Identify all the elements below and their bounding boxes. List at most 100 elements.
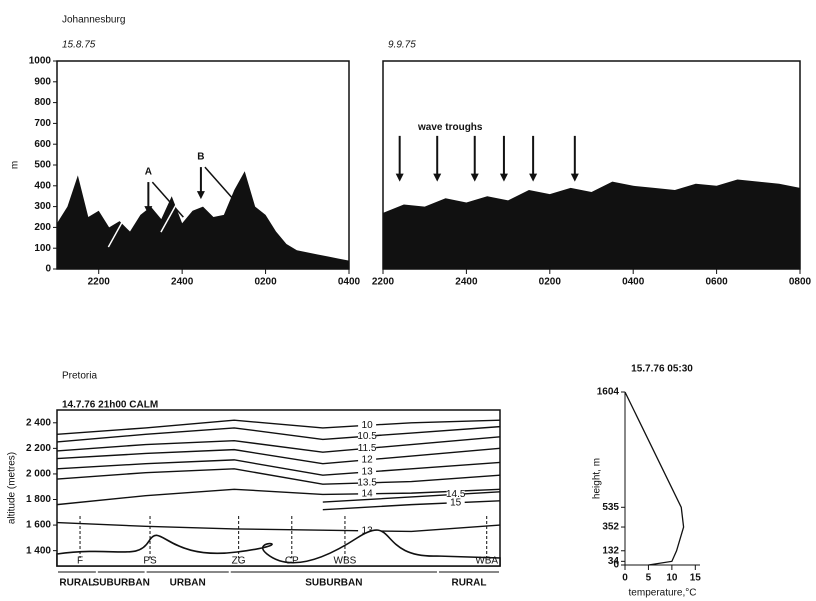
label-bg bbox=[358, 477, 377, 488]
isotherm bbox=[322, 491, 501, 503]
label-bg bbox=[358, 467, 377, 478]
x-tick-label: 2200 bbox=[372, 277, 395, 288]
temperature-profile bbox=[624, 391, 685, 566]
isotherm bbox=[56, 468, 501, 485]
zone-label: RURAL bbox=[59, 578, 94, 589]
x-tick-label: 2400 bbox=[455, 277, 478, 288]
site-label: PS bbox=[143, 556, 157, 567]
y-tick-label: 0 bbox=[45, 264, 51, 275]
site-label: WBS bbox=[334, 556, 357, 567]
isotherm bbox=[56, 521, 501, 533]
isotherm bbox=[322, 500, 501, 511]
isotherm-label: 13.5 bbox=[357, 478, 377, 489]
y-tick-label: 300 bbox=[34, 201, 51, 212]
panel-subtitle: 15.8.75 bbox=[62, 40, 96, 51]
arrow-head bbox=[499, 173, 508, 182]
isotherm-label: 10 bbox=[362, 420, 374, 431]
x-tick-label: 0 bbox=[622, 573, 628, 584]
x-tick-label: 0600 bbox=[705, 277, 728, 288]
y-tick-label: 400 bbox=[34, 180, 51, 191]
panel-title: Johannesburg bbox=[62, 15, 125, 26]
isotherm bbox=[56, 419, 501, 435]
label-bg bbox=[358, 488, 377, 499]
y-tick-label: 132 bbox=[602, 545, 619, 556]
zone-label: SUBURBAN bbox=[305, 578, 362, 589]
y-tick-label: 1 400 bbox=[26, 545, 51, 556]
echo-area bbox=[57, 171, 349, 269]
y-tick-label: 100 bbox=[34, 243, 51, 254]
y-tick-label: 500 bbox=[34, 160, 51, 171]
annotation: A bbox=[145, 167, 152, 178]
y-tick-label: 34 bbox=[608, 556, 620, 567]
isotherm-label: 14.5 bbox=[446, 489, 466, 500]
y-tick-label: 700 bbox=[34, 118, 51, 129]
x-tick-label: 0400 bbox=[338, 277, 361, 288]
site-label: CP bbox=[285, 556, 299, 567]
isotherm-label: 10.5 bbox=[357, 431, 377, 442]
label-bg bbox=[446, 489, 465, 500]
arrow-head bbox=[470, 173, 479, 182]
label-bg bbox=[358, 431, 377, 442]
panel-subtitle: 14.7.76 21h00 CALM bbox=[62, 400, 158, 411]
panel-title: Pretoria bbox=[62, 371, 97, 382]
isotherm bbox=[56, 488, 501, 506]
site-label: ZG bbox=[232, 556, 246, 567]
isotherm-label: 13 bbox=[362, 467, 374, 478]
label-bg bbox=[358, 443, 377, 454]
label-bg bbox=[358, 525, 377, 536]
y-tick-label: 1604 bbox=[597, 387, 620, 398]
isotherm-label: 11.5 bbox=[358, 443, 377, 454]
annotation-arrow bbox=[160, 166, 198, 233]
x-tick-label: 10 bbox=[666, 573, 678, 584]
label-bg bbox=[358, 420, 377, 431]
panel-subtitle: 9.9.75 bbox=[388, 40, 416, 51]
label-bg bbox=[446, 497, 465, 508]
zone-label: URBAN bbox=[170, 578, 206, 589]
y-axis-label: altitude (metres) bbox=[7, 452, 18, 524]
x-tick-label: 5 bbox=[646, 573, 652, 584]
arrow-head bbox=[196, 191, 205, 200]
x-axis-label: temperature,°C bbox=[629, 588, 697, 599]
x-tick-label: 2200 bbox=[88, 277, 111, 288]
isotherm-label: 14 bbox=[362, 488, 374, 499]
isotherm-label: 12 bbox=[362, 455, 374, 466]
annotation-arrow bbox=[151, 181, 184, 218]
zone-label: RURAL bbox=[451, 578, 486, 589]
annotation-arrow bbox=[107, 181, 146, 248]
y-tick-label: 800 bbox=[34, 97, 51, 108]
x-tick-label: 0200 bbox=[254, 277, 277, 288]
plot-frame bbox=[625, 392, 700, 565]
annotation: B bbox=[197, 152, 204, 163]
y-tick-label: 900 bbox=[34, 76, 51, 87]
label-bg bbox=[358, 454, 377, 465]
terrain bbox=[56, 529, 501, 567]
y-tick-label: 1 800 bbox=[26, 494, 51, 505]
isotherm bbox=[56, 447, 501, 465]
arrow-head bbox=[529, 173, 538, 182]
y-tick-label: 2 200 bbox=[26, 443, 51, 454]
x-tick-label: 0200 bbox=[539, 277, 562, 288]
y-tick-label: 200 bbox=[34, 222, 51, 233]
arrow-head bbox=[570, 173, 579, 182]
x-tick-label: 0800 bbox=[789, 277, 812, 288]
isotherm bbox=[56, 436, 501, 453]
panel-title: 15.7.76 05:30 bbox=[631, 364, 693, 375]
isotherm-label: 15 bbox=[450, 497, 462, 508]
annotation: wave troughs bbox=[417, 122, 483, 133]
x-tick-label: 15 bbox=[690, 573, 702, 584]
y-tick-label: 2 000 bbox=[26, 469, 51, 480]
isotherm bbox=[56, 425, 501, 443]
zone-label: SUBURBAN bbox=[93, 578, 150, 589]
echo-area bbox=[383, 179, 800, 269]
y-tick-label: 1 600 bbox=[26, 520, 51, 531]
site-label: WBA bbox=[475, 556, 498, 567]
y-tick-label: 1000 bbox=[29, 56, 52, 67]
x-tick-label: 0400 bbox=[622, 277, 645, 288]
site-label: F bbox=[77, 556, 83, 567]
arrow-head bbox=[433, 173, 442, 182]
y-tick-label: 0 bbox=[613, 560, 619, 571]
isotherm bbox=[56, 459, 501, 476]
y-tick-label: 535 bbox=[602, 502, 619, 513]
arrow-head bbox=[144, 206, 153, 215]
